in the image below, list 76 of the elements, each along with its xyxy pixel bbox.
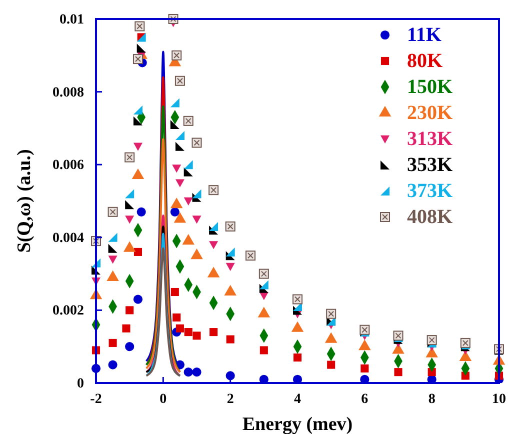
point <box>170 98 180 108</box>
point <box>125 216 134 224</box>
legend-label: 80K <box>407 50 443 72</box>
point <box>226 247 235 256</box>
point <box>175 179 184 188</box>
point <box>192 216 202 224</box>
point <box>184 197 193 206</box>
x-tick-label: -2 <box>90 392 102 407</box>
point <box>360 364 369 372</box>
point <box>108 338 117 347</box>
point <box>134 248 142 256</box>
point <box>192 368 202 377</box>
point <box>133 294 143 304</box>
x-tick-label: 10 <box>492 392 506 407</box>
point <box>170 120 180 130</box>
point <box>175 142 184 151</box>
point <box>170 288 179 296</box>
point <box>172 313 181 322</box>
point <box>122 324 130 332</box>
point <box>259 374 268 383</box>
point <box>175 130 184 140</box>
y-tick-label: 0.002 <box>52 304 84 319</box>
y-tick-label: 0.008 <box>52 85 84 100</box>
point <box>293 353 302 362</box>
point <box>136 207 146 216</box>
x-tick-label: 0 <box>160 392 167 407</box>
point <box>226 371 235 380</box>
point <box>136 44 146 53</box>
point <box>209 222 218 231</box>
x-tick-label: 6 <box>361 392 368 407</box>
legend-label: 373K <box>407 180 453 202</box>
point <box>394 368 402 376</box>
point <box>125 200 134 210</box>
x-tick-label: 8 <box>428 392 436 407</box>
x-axis-title: Energy (mev) <box>242 414 353 434</box>
point <box>133 142 142 151</box>
point <box>170 207 180 216</box>
point <box>360 374 370 383</box>
point <box>133 106 142 114</box>
point <box>108 256 118 264</box>
point <box>226 335 234 344</box>
legend-label: 11K <box>407 24 442 46</box>
point <box>172 164 182 173</box>
y-tick-label: 0.004 <box>52 230 84 246</box>
point <box>259 280 268 290</box>
point <box>184 167 193 176</box>
point <box>125 189 134 198</box>
y-tick-label: 0.01 <box>60 12 84 28</box>
x-tick-label: 2 <box>226 392 234 407</box>
legend-label: 408K <box>407 206 453 228</box>
point <box>176 324 184 332</box>
y-axis-title: S(Q,ω) (a.u.) <box>14 149 35 253</box>
point <box>184 368 193 377</box>
point <box>210 328 218 336</box>
y-tick-label: 0.006 <box>52 158 84 174</box>
point <box>108 232 118 242</box>
point <box>192 189 202 198</box>
point <box>292 374 302 383</box>
point <box>192 332 201 340</box>
point <box>108 360 118 370</box>
y-tick-label: 0 <box>77 376 84 392</box>
point <box>184 328 192 336</box>
x-tick-label: 4 <box>294 392 301 407</box>
point <box>209 241 218 250</box>
legend-label: 313K <box>407 128 453 150</box>
legend-label: 353K <box>407 154 453 176</box>
point <box>125 342 134 352</box>
point <box>184 160 193 170</box>
point <box>327 360 336 369</box>
point <box>226 262 235 272</box>
legend-label: 150K <box>407 76 453 98</box>
legend-label: 230K <box>407 102 453 124</box>
point <box>260 346 268 354</box>
point <box>108 244 118 253</box>
point <box>133 116 142 126</box>
point <box>126 306 134 314</box>
